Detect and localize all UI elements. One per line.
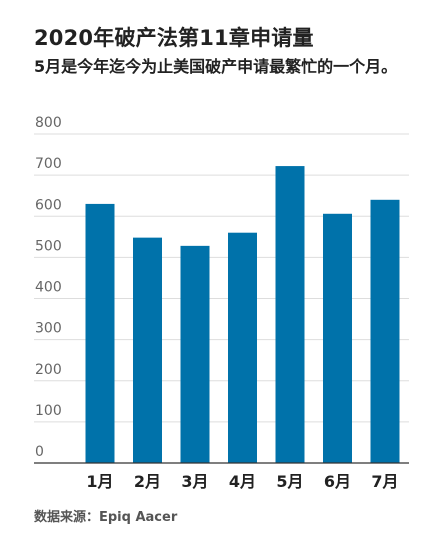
bar xyxy=(180,245,210,463)
y-tick-label: 600 xyxy=(35,197,62,213)
chart-title: 2020年破产法第11章申请量 xyxy=(34,26,314,50)
bar xyxy=(323,213,352,463)
y-tick-label: 400 xyxy=(35,280,62,296)
chart-subtitle: 5月是今年迄今为止美国破产申请最繁忙的一个月。 xyxy=(34,57,398,76)
y-tick-label: 300 xyxy=(35,321,62,337)
bar xyxy=(228,232,257,463)
x-tick-label: 7月 xyxy=(371,472,398,491)
bar xyxy=(133,237,162,463)
y-tick-label: 700 xyxy=(35,156,62,172)
y-tick-label: 100 xyxy=(35,403,62,419)
y-tick-label: 200 xyxy=(35,362,62,378)
bar xyxy=(275,166,305,463)
x-tick-label: 5月 xyxy=(276,472,303,491)
bar xyxy=(370,199,400,464)
data-source-note: 数据来源：Epiq Aacer xyxy=(34,510,178,525)
y-tick-label: 800 xyxy=(35,115,62,131)
y-tick-label: 500 xyxy=(35,238,62,254)
x-tick-label: 3月 xyxy=(181,472,208,491)
x-tick-label: 1月 xyxy=(86,472,113,491)
x-tick-label: 4月 xyxy=(229,472,256,491)
x-tick-label: 2月 xyxy=(134,472,161,491)
x-tick-label: 6月 xyxy=(324,472,351,491)
bar xyxy=(85,203,115,463)
y-tick-label: 0 xyxy=(35,444,44,460)
